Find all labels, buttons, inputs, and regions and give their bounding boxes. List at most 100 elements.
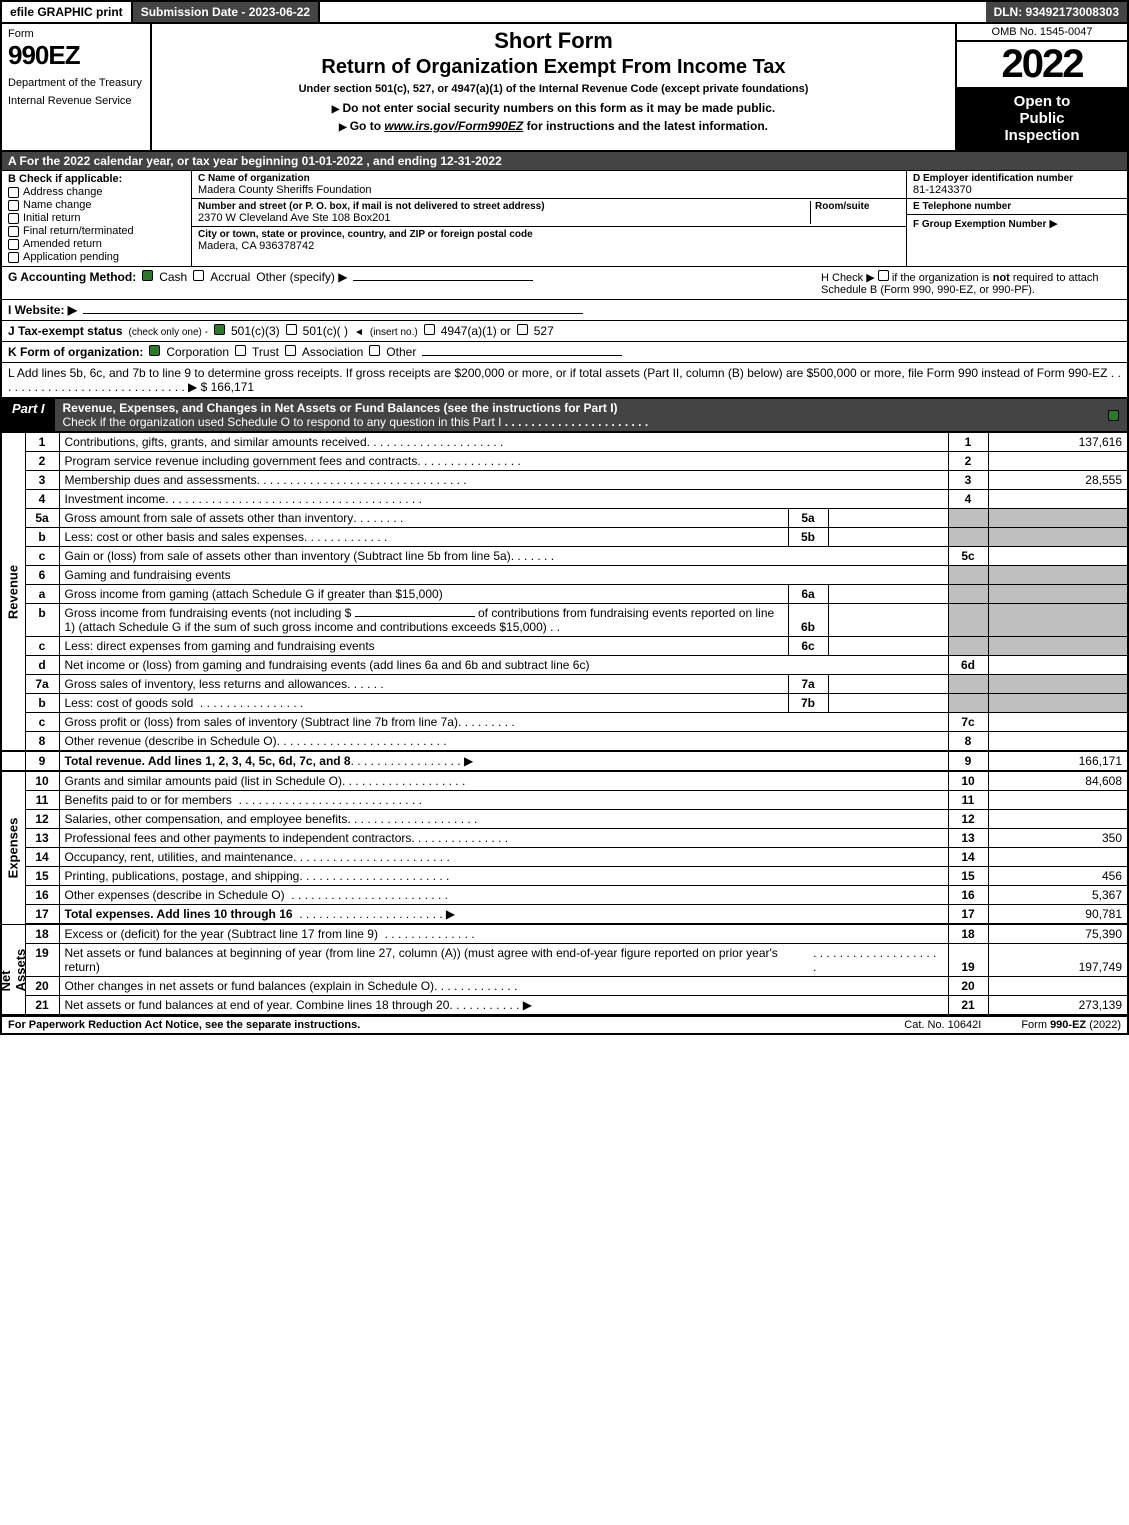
chk-other-org[interactable] <box>369 345 380 356</box>
form-number: 990EZ <box>8 40 144 71</box>
line6a-sublab: 6a <box>788 585 828 604</box>
line7b-desc: Less: cost of goods sold <box>65 696 194 710</box>
line6d-desc: Net income or (loss) from gaming and fun… <box>59 656 948 675</box>
chk-501c[interactable] <box>286 324 297 335</box>
chk-cash[interactable] <box>142 270 153 281</box>
line7a-rnum-grey <box>948 675 988 694</box>
expenses-section-label: Expenses <box>1 771 25 924</box>
line17-desc: Total expenses. Add lines 10 through 16 <box>65 907 293 921</box>
line7c-value <box>988 713 1128 732</box>
page-footer: For Paperwork Reduction Act Notice, see … <box>0 1016 1129 1035</box>
line18-desc: Excess or (deficit) for the year (Subtra… <box>65 927 378 941</box>
line18-rnum: 18 <box>948 924 988 944</box>
open-line1: Open to <box>961 93 1123 110</box>
line5a-rval-grey <box>988 509 1128 528</box>
row-j: J Tax-exempt status (check only one) - 5… <box>0 321 1129 342</box>
chk-501c3[interactable] <box>214 324 225 335</box>
chk-initial-return[interactable] <box>8 213 19 224</box>
other-org-input[interactable] <box>422 355 622 356</box>
line6-rnum-grey <box>948 566 988 585</box>
chk-h-not-required[interactable] <box>878 270 889 281</box>
chk-trust[interactable] <box>235 345 246 356</box>
line6b-desc: Gross income from fundraising events (no… <box>59 604 788 637</box>
chk-amended-return[interactable] <box>8 239 19 250</box>
chk-accrual[interactable] <box>193 270 204 281</box>
row-h: H Check ▶ if the organization is not req… <box>821 270 1121 296</box>
line1-value: 137,616 <box>988 433 1128 452</box>
line7c-desc: Gross profit or (loss) from sales of inv… <box>65 715 458 729</box>
tax-year: 2022 <box>957 42 1127 87</box>
line6c-sublab: 6c <box>788 637 828 656</box>
lbl-trust: Trust <box>252 345 279 359</box>
line4-value <box>988 490 1128 509</box>
line20-rnum: 20 <box>948 977 988 996</box>
c-street-label: Number and street (or P. O. box, if mail… <box>198 201 810 212</box>
bcde-block: B Check if applicable: Address change Na… <box>0 171 1129 267</box>
line6b-subval <box>828 604 948 637</box>
line6b-amount-input[interactable] <box>355 616 475 617</box>
efile-print-button[interactable]: efile GRAPHIC print <box>2 2 133 22</box>
part1-tab: Part I <box>2 399 55 431</box>
line8-num: 8 <box>25 732 59 752</box>
line6b-rval-grey <box>988 604 1128 637</box>
line3-num: 3 <box>25 471 59 490</box>
h-text2: if the organization is <box>892 272 993 284</box>
footer-form: Form 990-EZ (2022) <box>1021 1019 1121 1031</box>
part1-schedule-o-check[interactable] <box>1099 399 1127 431</box>
part1-subtitle: Check if the organization used Schedule … <box>63 415 502 429</box>
line5a-num: 5a <box>25 509 59 528</box>
box-b-title: B Check if applicable: <box>8 173 185 185</box>
chk-4947[interactable] <box>424 324 435 335</box>
box-def: D Employer identification number 81-1243… <box>907 171 1127 266</box>
line6b-rnum-grey <box>948 604 988 637</box>
line6-num: 6 <box>25 566 59 585</box>
submission-date: Submission Date - 2023-06-22 <box>133 2 320 22</box>
part1-title: Revenue, Expenses, and Changes in Net As… <box>55 399 1099 431</box>
line5b-num: b <box>25 528 59 547</box>
line19-rnum: 19 <box>948 944 988 977</box>
line7b-rval-grey <box>988 694 1128 713</box>
line16-value: 5,367 <box>988 886 1128 905</box>
j-label: J Tax-exempt status <box>8 324 123 338</box>
chk-527[interactable] <box>517 324 528 335</box>
line1-rnum: 1 <box>948 433 988 452</box>
website-input[interactable] <box>83 313 583 314</box>
line12-num: 12 <box>25 810 59 829</box>
part1-header: Part I Revenue, Expenses, and Changes in… <box>0 398 1129 433</box>
line7a-sublab: 7a <box>788 675 828 694</box>
line8-rnum: 8 <box>948 732 988 752</box>
other-method-input[interactable] <box>353 280 533 281</box>
chk-application-pending[interactable] <box>8 252 19 263</box>
line5b-sublab: 5b <box>788 528 828 547</box>
lbl-527: 527 <box>534 324 554 338</box>
lbl-insert-no: (insert no.) <box>370 327 418 338</box>
insert-arrow-icon <box>354 324 364 338</box>
goto-link[interactable]: www.irs.gov/Form990EZ <box>384 119 523 133</box>
chk-name-change[interactable] <box>8 200 19 211</box>
j-sub: (check only one) - <box>129 327 208 338</box>
line6a-desc: Gross income from gaming (attach Schedul… <box>59 585 788 604</box>
line7b-subval <box>828 694 948 713</box>
chk-corporation[interactable] <box>149 345 160 356</box>
form-header: Form 990EZ Department of the Treasury In… <box>0 24 1129 152</box>
under-section: Under section 501(c), 527, or 4947(a)(1)… <box>158 83 949 95</box>
box-c: C Name of organization Madera County She… <box>192 171 907 266</box>
line21-num: 21 <box>25 996 59 1016</box>
chk-association[interactable] <box>285 345 296 356</box>
line3-desc: Membership dues and assessments <box>65 473 257 487</box>
line9-desc: Total revenue. Add lines 1, 2, 3, 4, 5c,… <box>65 754 351 768</box>
lbl-501c: 501(c)( ) <box>303 324 348 338</box>
line11-desc: Benefits paid to or for members <box>65 793 232 807</box>
c-city-value: Madera, CA 936378742 <box>198 240 900 252</box>
line15-value: 456 <box>988 867 1128 886</box>
chk-address-change[interactable] <box>8 187 19 198</box>
line5b-rnum-grey <box>948 528 988 547</box>
chk-final-return[interactable] <box>8 226 19 237</box>
line6-rval-grey <box>988 566 1128 585</box>
d-ein-label: D Employer identification number <box>913 173 1121 184</box>
line4-rnum: 4 <box>948 490 988 509</box>
lbl-other-org: Other <box>386 345 416 359</box>
line5a-desc: Gross amount from sale of assets other t… <box>65 511 354 525</box>
lbl-4947: 4947(a)(1) or <box>441 324 511 338</box>
lbl-amended-return: Amended return <box>23 238 102 250</box>
